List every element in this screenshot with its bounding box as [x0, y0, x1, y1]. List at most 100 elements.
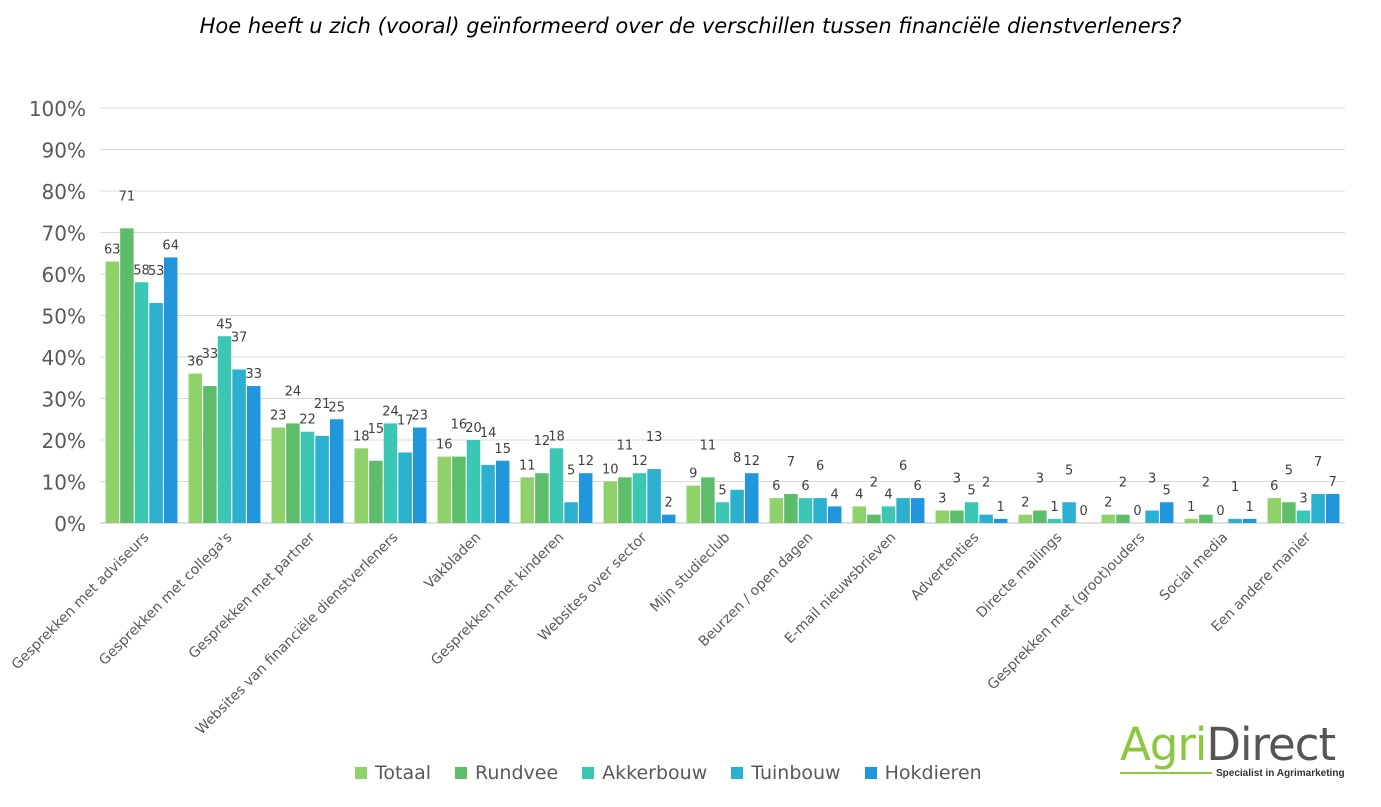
- y-tick-label: 40%: [42, 346, 86, 370]
- data-label: 0: [1216, 504, 1224, 519]
- y-tick-label: 100%: [29, 97, 86, 121]
- legend-label: Hokdieren: [884, 762, 982, 784]
- bar: [813, 498, 827, 523]
- data-label: 5: [718, 483, 726, 498]
- data-label: 11: [617, 438, 634, 453]
- legend-label: Rundvee: [475, 762, 559, 784]
- logo-agri: Agri: [1120, 718, 1207, 771]
- data-label: 1: [1187, 500, 1195, 515]
- bar: [867, 514, 881, 523]
- bar: [495, 460, 510, 523]
- legend-swatch: [355, 767, 367, 779]
- bar: [246, 386, 261, 523]
- data-label: 18: [548, 429, 565, 444]
- data-label: 13: [646, 430, 663, 445]
- data-label: 10: [602, 463, 619, 478]
- bar: [1242, 518, 1257, 523]
- bar: [852, 506, 867, 523]
- data-label: 1: [997, 500, 1005, 515]
- bar: [105, 261, 120, 523]
- bar: [437, 456, 452, 523]
- bar: [661, 514, 676, 523]
- data-label: 11: [519, 458, 536, 473]
- data-label: 23: [270, 409, 287, 424]
- data-label: 71: [119, 189, 136, 204]
- data-label: 15: [368, 422, 385, 437]
- bar: [203, 386, 217, 523]
- bar: [784, 493, 798, 523]
- data-label: 4: [884, 487, 892, 502]
- data-label: 7: [1314, 455, 1322, 470]
- data-label: 12: [743, 454, 760, 469]
- data-label: 7: [787, 455, 795, 470]
- legend-swatch: [455, 767, 468, 779]
- bar: [715, 502, 730, 523]
- data-label: 23: [411, 409, 428, 424]
- logo-wordmark: AgriDirect: [1120, 722, 1360, 768]
- bar: [300, 431, 315, 523]
- bar: [935, 510, 950, 523]
- bar: [1145, 510, 1159, 523]
- data-label: 4: [831, 487, 839, 502]
- data-label: 1: [1246, 500, 1254, 515]
- data-label: 0: [1080, 504, 1088, 519]
- legend-item: Totaal: [355, 762, 431, 784]
- data-label: 2: [665, 496, 673, 511]
- bar: [398, 452, 412, 523]
- legend-swatch: [731, 767, 744, 779]
- data-label: 8: [733, 451, 741, 466]
- data-label: 53: [148, 264, 165, 279]
- data-label: 18: [353, 429, 370, 444]
- bar: [964, 502, 979, 523]
- legend-label: Akkerbouw: [602, 762, 708, 784]
- bar: [896, 498, 910, 523]
- y-tick-label: 60%: [42, 263, 86, 287]
- bar: [232, 369, 246, 523]
- data-label: 64: [162, 238, 179, 253]
- bar: [286, 423, 300, 523]
- legend-swatch: [864, 767, 877, 779]
- bar: [632, 473, 647, 523]
- bar: [452, 456, 466, 523]
- bar: [481, 464, 495, 523]
- chart-title: Hoe heeft u zich (vooral) geïnformeerd o…: [199, 14, 1182, 38]
- bar: [163, 257, 178, 523]
- bar: [730, 489, 744, 523]
- data-label: 24: [382, 404, 399, 419]
- data-label: 12: [631, 454, 648, 469]
- category-label: Gesprekken met collega's: [96, 530, 235, 669]
- bar: [134, 282, 149, 523]
- bar: [1018, 514, 1033, 523]
- y-tick-label: 50%: [42, 305, 86, 329]
- category-label: Mijn studieclub: [647, 529, 733, 615]
- bar: [520, 477, 535, 523]
- bar: [910, 498, 925, 523]
- data-label: 12: [577, 454, 594, 469]
- bar: [1228, 518, 1242, 523]
- data-label: 3: [1148, 472, 1156, 487]
- bar: [701, 477, 715, 523]
- data-label: 0: [1133, 504, 1141, 519]
- legend-item: Rundvee: [455, 762, 558, 784]
- bar: [769, 498, 784, 523]
- legend-item: Akkerbouw: [582, 762, 707, 784]
- category-label: Social media: [1157, 530, 1232, 605]
- legend-label: Totaal: [375, 762, 432, 784]
- bar: [1033, 510, 1047, 523]
- data-label: 2: [1021, 496, 1029, 511]
- data-label: 36: [187, 355, 204, 370]
- data-label: 2: [870, 476, 878, 491]
- data-label: 2: [1119, 476, 1127, 491]
- bar: [315, 435, 329, 523]
- data-label: 5: [1285, 463, 1293, 478]
- bar: [149, 303, 163, 523]
- bar: [979, 514, 993, 523]
- data-label: 33: [245, 367, 262, 382]
- bar: [881, 506, 896, 523]
- data-label: 2: [1202, 476, 1210, 491]
- data-label: 63: [104, 243, 121, 258]
- bar: [1184, 518, 1199, 523]
- logo-tagline: Specialist in Agrimarketing: [1216, 768, 1345, 779]
- bar: [744, 473, 759, 523]
- bar: [412, 427, 427, 523]
